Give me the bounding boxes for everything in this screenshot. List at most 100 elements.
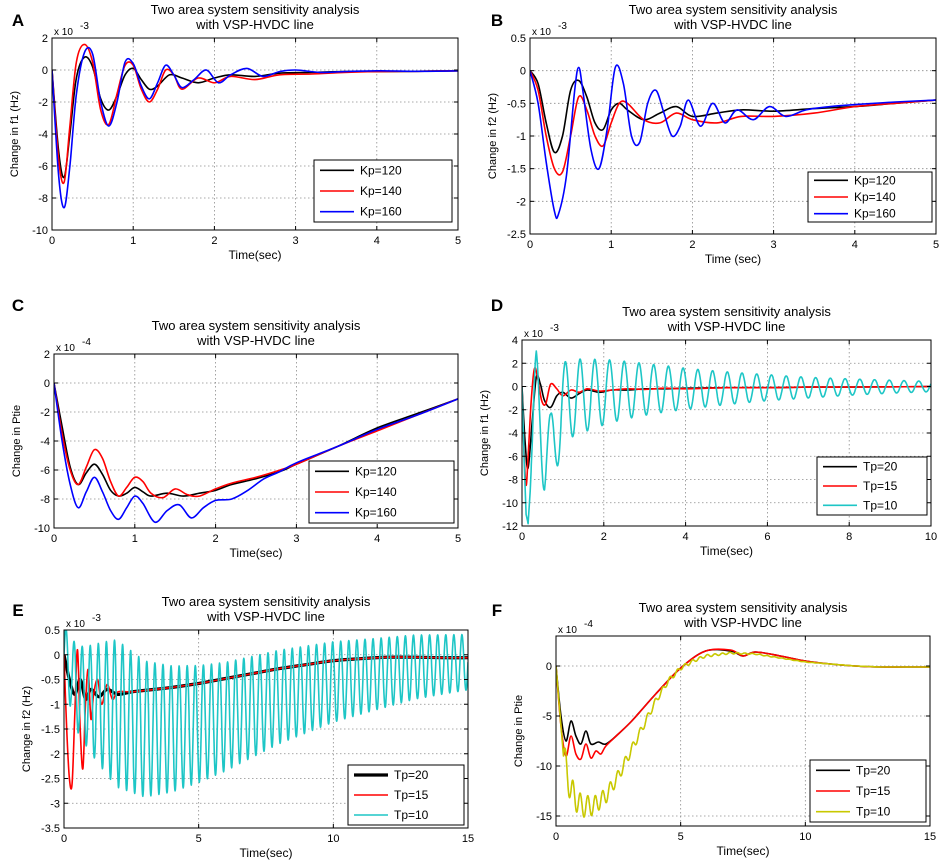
y-tick-label: -6 xyxy=(38,161,48,173)
x-tick-label: 1 xyxy=(130,235,136,247)
x-tick-label: 1 xyxy=(132,533,138,545)
y-tick-label: -10 xyxy=(536,761,552,773)
y-tick-label: 2 xyxy=(512,358,518,370)
chart-title: Two area system sensitivity analysis xyxy=(629,2,838,17)
axis-multiplier-exponent: -3 xyxy=(80,21,89,32)
x-tick-label: 4 xyxy=(374,533,380,545)
x-tick-label: 0 xyxy=(49,235,55,247)
x-tick-label: 8 xyxy=(846,531,852,543)
y-tick-label: -8 xyxy=(38,193,48,205)
axis-multiplier-exponent: -4 xyxy=(82,337,91,348)
y-tick-label: -1.5 xyxy=(41,724,60,736)
x-tick-label: 5 xyxy=(455,533,461,545)
y-tick-label: 0 xyxy=(546,661,552,673)
y-axis-label: Change in Ptie xyxy=(513,695,525,767)
legend: Kp=120 Kp=140 Kp=160 xyxy=(807,171,933,223)
chart-panel-b: B Two area system sensitivity analysiswit… xyxy=(487,2,939,266)
axis-multiplier-exponent: -3 xyxy=(550,323,559,334)
x-tick-label: 0 xyxy=(61,833,67,845)
chart-panel-f: F Two area system sensitivity analysiswit… xyxy=(492,600,936,858)
panel-letter: D xyxy=(491,296,503,315)
x-axis-label: Time (sec) xyxy=(705,252,761,266)
x-tick-label: 4 xyxy=(374,235,380,247)
y-tick-label: 0 xyxy=(520,66,526,78)
x-tick-label: 0 xyxy=(519,531,525,543)
x-tick-label: 0 xyxy=(553,831,559,843)
x-tick-label: 2 xyxy=(689,239,695,251)
x-tick-label: 10 xyxy=(799,831,811,843)
chart-subtitle: with VSP-HVDC line xyxy=(673,17,792,32)
legend-entry: Kp=120 xyxy=(355,464,397,478)
y-tick-label: -4 xyxy=(40,436,50,448)
x-tick-label: 15 xyxy=(924,831,936,843)
x-tick-label: 10 xyxy=(925,531,937,543)
chart-panel-e: E Two area system sensitivity analysiswit… xyxy=(12,594,474,860)
y-tick-label: 4 xyxy=(512,335,518,347)
x-tick-label: 2 xyxy=(211,235,217,247)
x-tick-label: 1 xyxy=(608,239,614,251)
legend-entry: Kp=140 xyxy=(360,184,402,198)
chart-panel-d: D Two area system sensitivity analysiswit… xyxy=(479,296,937,558)
y-tick-label: -1 xyxy=(50,699,60,711)
series-line-kp-160 xyxy=(54,382,458,524)
series-line-tp-10 xyxy=(522,350,931,525)
chart-subtitle: with VSP-HVDC line xyxy=(195,17,314,32)
y-tick-label: -1 xyxy=(516,131,526,143)
legend-entry: Tp=10 xyxy=(856,805,891,819)
y-tick-label: -2 xyxy=(50,749,60,761)
y-axis-label: Change in f1 (Hz) xyxy=(479,390,491,476)
legend: Tp=20 Tp=15 Tp=10 xyxy=(816,456,928,516)
panel-letter: A xyxy=(12,11,24,30)
series-line-kp-140 xyxy=(54,382,458,499)
x-axis-label: Time(sec) xyxy=(229,248,282,262)
x-axis-label: Time(sec) xyxy=(230,546,283,560)
y-tick-label: -2.5 xyxy=(507,229,526,241)
y-tick-label: -0.5 xyxy=(507,98,526,110)
chart-subtitle: with VSP-HVDC line xyxy=(683,615,802,630)
y-tick-label: -2 xyxy=(516,196,526,208)
y-tick-label: -2.5 xyxy=(41,774,60,786)
series-line-kp-120 xyxy=(530,70,936,154)
y-tick-label: -0.5 xyxy=(41,675,60,687)
axis-multiplier: x 10 xyxy=(558,625,577,636)
axis-multiplier-exponent: -3 xyxy=(558,21,567,32)
legend-entry: Kp=120 xyxy=(854,173,896,187)
y-tick-label: -8 xyxy=(508,475,518,487)
legend: Tp=20 Tp=15 Tp=10 xyxy=(809,759,927,823)
x-tick-label: 2 xyxy=(601,531,607,543)
chart-title: Two area system sensitivity analysis xyxy=(622,304,831,319)
legend-entry: Kp=120 xyxy=(360,163,402,177)
x-tick-label: 4 xyxy=(683,531,689,543)
x-tick-label: 4 xyxy=(852,239,858,251)
legend-entry: Tp=10 xyxy=(394,808,429,822)
panel-letter: E xyxy=(12,601,23,620)
y-tick-label: 2 xyxy=(44,349,50,361)
legend-entry: Tp=15 xyxy=(394,788,429,802)
legend-entry: Kp=160 xyxy=(360,205,402,219)
y-axis-label: Change in Ptie xyxy=(11,405,23,477)
series-line-kp-140 xyxy=(530,70,936,176)
y-tick-label: -8 xyxy=(40,494,50,506)
x-tick-label: 3 xyxy=(293,533,299,545)
y-tick-label: -3 xyxy=(50,798,60,810)
y-tick-label: -10 xyxy=(32,225,48,237)
y-tick-label: 0 xyxy=(44,378,50,390)
y-tick-label: 0.5 xyxy=(511,33,526,45)
x-tick-label: 6 xyxy=(764,531,770,543)
x-axis-label: Time(sec) xyxy=(700,544,753,558)
chart-title: Two area system sensitivity analysis xyxy=(162,594,371,609)
chart-panel-a: A Two area system sensitivity analysiswit… xyxy=(9,2,461,262)
y-tick-label: -2 xyxy=(40,407,50,419)
x-axis-label: Time(sec) xyxy=(240,846,293,860)
legend: Kp=120 Kp=140 Kp=160 xyxy=(313,159,453,223)
chart-subtitle: with VSP-HVDC line xyxy=(206,609,325,624)
y-tick-label: -6 xyxy=(40,465,50,477)
legend-entry: Tp=20 xyxy=(856,763,891,777)
chart-panel-c: C Two area system sensitivity analysiswit… xyxy=(11,296,461,560)
panel-letter: C xyxy=(12,296,24,315)
y-tick-label: -10 xyxy=(502,498,518,510)
y-tick-label: -2 xyxy=(38,97,48,109)
y-tick-label: -4 xyxy=(38,129,48,141)
panel-letter: B xyxy=(491,11,503,30)
series-line-kp-160 xyxy=(530,64,936,220)
